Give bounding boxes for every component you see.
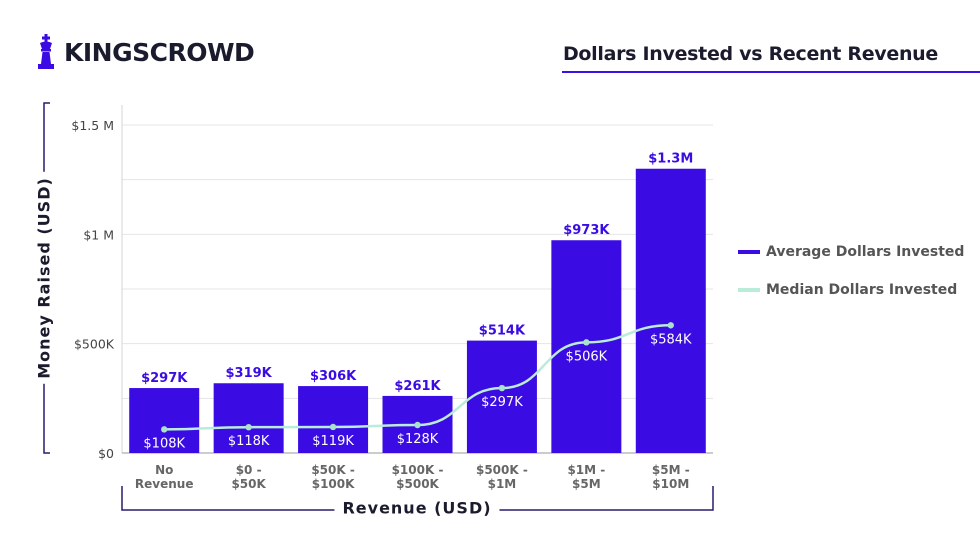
x-tick-label: $500K	[396, 477, 439, 491]
x-tick-label: $5M	[572, 477, 601, 491]
bar-average	[635, 168, 706, 453]
legend-label-average: Average Dollars Invested	[766, 244, 965, 260]
median-point	[498, 384, 506, 392]
median-point	[245, 423, 252, 431]
bar-average	[213, 383, 284, 453]
x-tick-label: $1M -	[567, 463, 605, 477]
x-tick-label: $0 -	[236, 463, 262, 477]
brand-name: KINGSCROWD	[64, 37, 255, 67]
median-value-label: $297K	[481, 395, 523, 410]
median-value-label: $108K	[143, 436, 185, 451]
kingscrowd-logo: KINGSCROWD	[36, 34, 255, 70]
x-tick-label: $100K	[312, 477, 355, 491]
legend-label-median: Median Dollars Invested	[766, 282, 958, 298]
median-value-label: $584K	[650, 332, 692, 347]
median-point	[667, 322, 674, 329]
chart-title: Dollars Invested vs Recent Revenue	[562, 43, 938, 65]
y-tick-label: $0	[98, 446, 114, 461]
title-underline	[562, 71, 980, 73]
y-tick-label: $1 M	[83, 227, 114, 242]
x-tick-label: $1M	[488, 477, 517, 491]
median-value-label: $118K	[228, 434, 270, 449]
bar-value-label: $306K	[310, 369, 357, 384]
bar-value-label: $319K	[226, 366, 273, 381]
x-tick-label: $5M -	[652, 463, 690, 477]
x-tick-label: $50K	[231, 477, 266, 491]
median-point	[329, 423, 337, 431]
legend-swatch-median	[738, 288, 760, 292]
x-tick-label: $10M	[652, 477, 689, 491]
y-axis-label: Money Raised (USD)	[34, 172, 54, 384]
legend-swatch-average	[738, 250, 760, 254]
bar-value-label: $514K	[479, 324, 526, 339]
bar-value-label: $297K	[141, 371, 188, 386]
bar-average	[129, 388, 200, 453]
legend: Average Dollars Invested Median Dollars …	[738, 240, 964, 316]
bar-average	[466, 340, 537, 453]
median-point	[583, 339, 590, 346]
median-value-label: $506K	[566, 349, 608, 364]
median-point	[161, 426, 168, 433]
y-tick-label: $1.5 M	[71, 118, 114, 133]
x-axis-label: Revenue (USD)	[334, 498, 500, 518]
x-tick-label: $50K -	[311, 463, 355, 477]
bar-value-label: $1.3M	[648, 152, 693, 167]
chess-king-icon	[38, 34, 54, 69]
x-tick-label: Revenue	[135, 477, 194, 491]
bar-value-label: $973K	[563, 223, 610, 238]
median-value-label: $128K	[397, 432, 439, 447]
y-tick-label: $500K	[74, 337, 115, 352]
legend-item-median: Median Dollars Invested	[738, 278, 964, 302]
bar-average	[551, 240, 622, 453]
x-tick-label: $100K -	[392, 463, 444, 477]
bar-average	[298, 386, 369, 453]
legend-item-average: Average Dollars Invested	[738, 240, 964, 264]
median-point	[414, 421, 421, 429]
x-tick-label: $500K -	[476, 463, 528, 477]
median-value-label: $119K	[312, 434, 354, 449]
x-tick-label: No	[155, 463, 173, 477]
bar-value-label: $261K	[394, 379, 441, 394]
